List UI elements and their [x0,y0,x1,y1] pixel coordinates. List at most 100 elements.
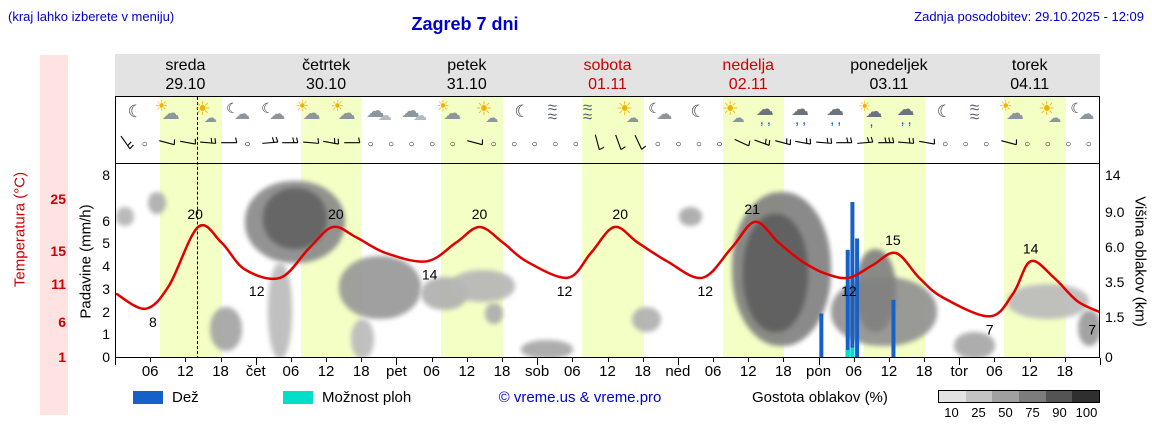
wind-barb-icon [811,129,836,154]
cloud-height-axis-title: Višina oblakov (km) [1131,196,1149,327]
calm-wind-icon: ○ [675,139,682,150]
cloud-height-tick-label: 6.0 [1105,239,1125,255]
day-date: 29.10 [165,76,206,94]
wind-barb-icon [586,130,611,155]
wind-barb-icon [463,130,488,155]
precipitation-tick-label: 1 [102,326,110,343]
cloud-blob [678,206,703,226]
calm-wind-icon: ○ [983,139,990,150]
day-header-item: ponedeljek 03.11 [819,54,960,96]
temperature-tick-label: 11 [51,276,66,292]
x-axis-tick [220,358,222,362]
precipitation-tick-label: 2 [102,303,110,320]
cloud-blob [268,263,292,357]
wind-barb-icon [278,129,303,154]
cloud-blob [1007,284,1090,319]
calm-wind-icon: ○ [1065,139,1072,150]
temperature-value-label: 12 [697,283,713,299]
cloud-density-tick-label: 10 [944,405,959,420]
x-axis-label: 12 [880,363,898,380]
cloud-height-tick-label: 1.5 [1105,309,1125,325]
x-axis-tick [642,358,644,362]
x-axis-tick [115,358,116,365]
x-axis-label: 18 [634,363,652,380]
cloud-density-tick-label: 25 [971,405,986,420]
wind-barb-icon [996,130,1021,155]
x-axis-tick [748,358,750,362]
cloud-density-tick-label: 50 [998,405,1013,420]
cloud-blob [485,303,503,325]
showers-bar [850,347,855,357]
x-axis-tick [326,358,328,362]
cloud-density-segment [1045,391,1073,402]
cloud-density-segment [965,391,993,402]
day-header-item: sreda 29.10 [115,54,256,96]
x-axis-tick [501,358,503,362]
day-header-item: petek 31.10 [396,54,537,96]
cloud-blob [350,319,374,357]
last-update: Zadnja posodobitev: 29.10.2025 - 12:09 [914,9,1144,24]
precipitation-tick-label: 4 [102,258,110,274]
chart-plot: 8 20 12 20 14 20 12 20 12 21 12 15 7 14 7 ☾ ☀ ☁ ☀ ☁ ☾ ☁ ☾ ☁ ☀ ☁ ☀ ☁… [115,96,1100,358]
copyright-link[interactable]: © vreme.us & vreme.pro [498,389,662,406]
temperature-value-label: 20 [472,206,488,222]
rain-legend-swatch [133,391,163,404]
cloud-height-tick-label: 14 [1105,167,1121,183]
temperature-tick-label: 25 [50,191,66,207]
day-header-item: četrtek 30.10 [256,54,397,96]
calm-wind-icon: ○ [429,139,436,150]
mooncloud-icon: ☾ ☁ [1070,100,1095,123]
day-name: četrtek [302,57,351,74]
x-axis-label: 06 [563,363,581,380]
x-axis-tick [853,358,855,362]
rain-bar [891,299,896,357]
x-axis-tick [361,358,363,362]
x-axis-tick [783,358,785,362]
precipitation-tick-label: 5 [102,235,110,252]
temperature-tick-label: 15 [50,243,66,259]
wind-barb-icon [257,129,282,154]
rain-bar [850,202,855,357]
temperature-value-label: 15 [885,232,901,248]
temperature-value-label: 12 [841,283,857,299]
x-axis-label: 12 [458,363,476,380]
x-axis-tick [607,358,609,362]
x-axis-tick [572,358,574,362]
x-axis-label: 06 [141,363,159,380]
cloudsun-icon: ☀ ☁ [295,98,321,123]
wind-barb-icon [607,130,631,154]
x-axis-label: čet [245,363,266,380]
day-name: nedelja [722,57,775,74]
x-axis-tick [1100,358,1101,365]
day-name: ponedeljek [850,57,928,74]
precipitation-tick-label: 0 [102,349,110,365]
day-date: 02.11 [728,76,768,94]
x-axis-label: pet [385,363,407,380]
calm-wind-icon: ○ [244,139,251,150]
calm-wind-icon: ○ [367,139,374,150]
x-axis-tick [818,358,820,365]
wind-barb-icon [628,130,651,153]
temperature-value-label: 20 [187,206,203,222]
cloud-height-tick-label: 3.5 [1105,274,1125,290]
day-name: sreda [165,57,206,74]
mooncloud-icon: ☾ ☁ [648,100,673,123]
x-axis-label: sob [525,363,550,380]
x-axis-label: 12 [317,363,335,380]
temperature-value-label: 7 [1088,321,1096,337]
x-axis-tick [888,358,890,362]
precipitation-tick-label: 3 [102,280,110,297]
calm-wind-icon: ○ [962,139,969,150]
calm-wind-icon: ○ [654,139,661,150]
temperature-axis-title: Temperatura (°C) [11,171,29,288]
temperature-axis-highlight [40,55,68,415]
day-name: torek [1011,57,1048,74]
rainsun-icon: ☀ ☁, [858,98,883,130]
cloud-blob [1077,310,1099,346]
cloud-density-segment [1072,391,1100,402]
x-axis-label: 18 [775,363,792,380]
calm-wind-icon: ○ [490,139,497,150]
x-axis-label: pon [806,363,832,380]
wind-barb-icon [893,129,918,154]
cloud-blob [520,340,574,357]
